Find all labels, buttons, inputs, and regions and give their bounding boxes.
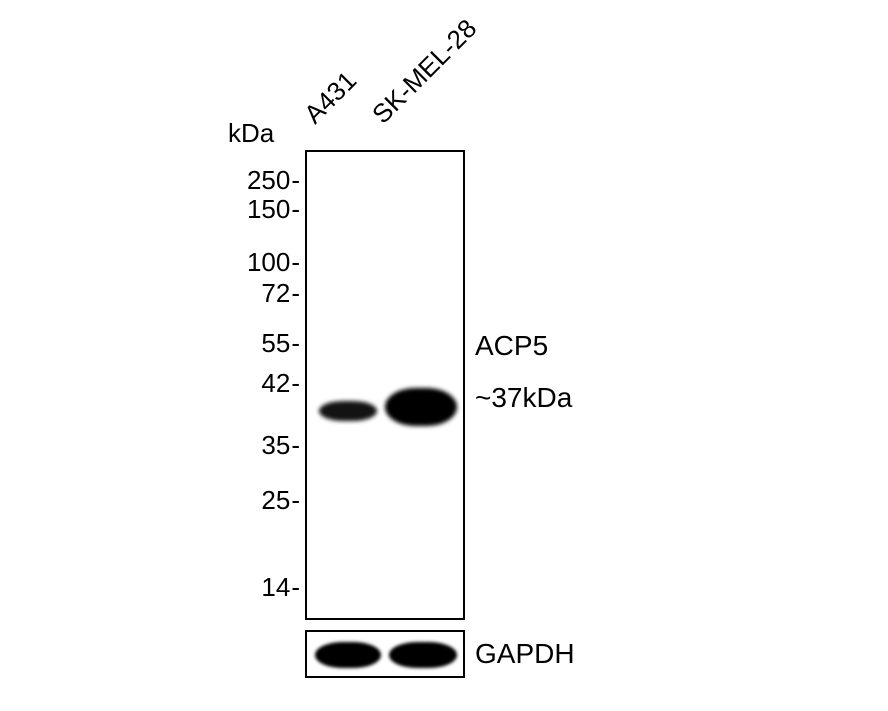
mw-marker: 72 bbox=[261, 278, 300, 309]
target-name-label: ACP5 bbox=[475, 330, 548, 362]
lane-labels-group: A431 SK-MEL-28 bbox=[300, 20, 500, 140]
protein-band bbox=[319, 401, 377, 421]
western-blot-figure: kDa A431 SK-MEL-28 250150 10072 55 42 35 25 14… bbox=[120, 20, 820, 700]
gapdh-band bbox=[389, 642, 457, 668]
blot-main-panel bbox=[305, 150, 465, 620]
blot-gapdh-panel bbox=[305, 630, 465, 678]
mw-marker: 14 bbox=[261, 572, 300, 603]
gapdh-band bbox=[315, 642, 381, 668]
mw-marker: 25 bbox=[261, 485, 300, 516]
mw-marker: 42 bbox=[261, 368, 300, 399]
target-size-label: ~37kDa bbox=[475, 382, 572, 414]
mw-marker: 150 bbox=[247, 194, 300, 225]
mw-marker: 55 bbox=[261, 328, 300, 359]
lane-label-1: A431 bbox=[298, 65, 363, 130]
mw-marker: 250 bbox=[247, 165, 300, 196]
kda-unit-label: kDa bbox=[228, 118, 274, 149]
mw-marker: 100 bbox=[247, 247, 300, 278]
protein-band bbox=[385, 388, 457, 426]
loading-control-label: GAPDH bbox=[475, 638, 575, 670]
mw-marker: 35 bbox=[261, 430, 300, 461]
lane-label-2: SK-MEL-28 bbox=[366, 13, 483, 130]
